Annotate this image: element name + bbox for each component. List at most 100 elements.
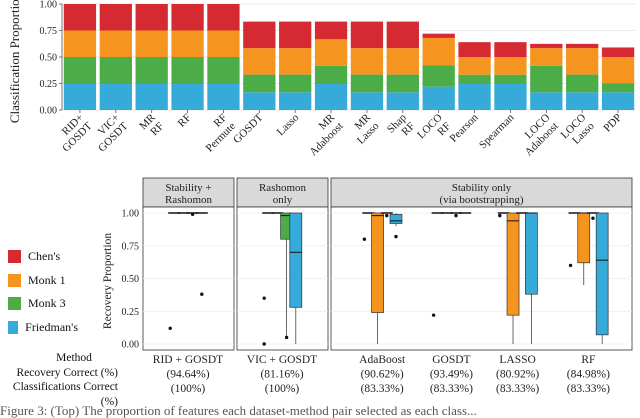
facet-strip xyxy=(236,177,329,208)
bar-monk3 xyxy=(601,83,635,93)
bar-friedman xyxy=(530,92,563,110)
facet-strip-label: Rashomon only xyxy=(259,182,307,206)
method-label: VIC + GOSDT xyxy=(247,354,317,366)
outlier-point xyxy=(200,292,204,296)
bar-monk1 xyxy=(63,30,97,57)
bottom-y-axis-label: Recovery Proportion xyxy=(102,233,114,329)
bar-chens xyxy=(350,21,384,49)
bar-friedman xyxy=(566,92,599,110)
bar-friedman xyxy=(171,83,204,110)
bar-monk3 xyxy=(422,65,455,87)
top-x-tick-label: MRLasso xyxy=(346,111,382,147)
top-x-tick-label: RFPermute xyxy=(195,112,238,155)
stacked-bar-chart: 0.000.250.500.751.00 RID+GOSDT VIC+GOSDT M… xyxy=(7,0,636,158)
box-friedman xyxy=(525,212,538,295)
facet-strip-label-line: only xyxy=(273,194,293,206)
recovery-value: (93.49%) xyxy=(430,369,473,381)
bar-monk3 xyxy=(314,65,348,84)
legend-swatch xyxy=(8,320,19,334)
bar-monk3 xyxy=(135,57,168,84)
facet-strip-label-line: Stability only xyxy=(452,182,512,194)
facet-strip-label-line: Rashomon xyxy=(259,182,307,194)
method-label: LASSO xyxy=(499,354,535,366)
outlier-point xyxy=(394,234,398,239)
bar-monk3 xyxy=(63,57,97,84)
bar-chens xyxy=(458,42,491,57)
box-friedman xyxy=(595,212,609,336)
bottom-y-tick-label: 0.50 xyxy=(122,274,140,285)
legend-label: Monk 3 xyxy=(28,296,66,311)
bottom-y-tick-label: 1.00 xyxy=(122,209,140,220)
top-y-tick-label: 0.25 xyxy=(40,79,58,90)
bar-chens xyxy=(566,43,599,49)
bar-monk3 xyxy=(279,74,312,93)
bar-monk3 xyxy=(243,74,276,93)
classifications-value: (100%) xyxy=(171,383,206,395)
outlier-point xyxy=(431,313,436,317)
bottom-y-tick-label: 0.00 xyxy=(122,340,140,351)
outlier-point xyxy=(262,296,266,300)
top-x-tick-label: Spearman xyxy=(477,111,517,151)
top-x-tick-label: RID+GOSDT xyxy=(52,111,95,154)
top-x-tick-label: LOCOLasso xyxy=(559,111,597,149)
top-x-tick-label-line: Spearman xyxy=(477,111,517,151)
bar-monk1 xyxy=(458,57,491,75)
bar-friedman xyxy=(135,83,168,110)
bar-monk1 xyxy=(314,39,348,66)
bar-chens xyxy=(135,4,168,31)
legend-item: Monk 3 xyxy=(8,292,78,316)
bar-monk3 xyxy=(207,57,240,84)
legend-label: Chen's xyxy=(28,249,61,264)
bar-monk1 xyxy=(243,48,276,75)
outlier-point xyxy=(284,335,289,340)
legend-item: Chen's xyxy=(8,245,78,269)
top-y-tick-label: 0.00 xyxy=(40,106,58,117)
classifications-value: (83.33%) xyxy=(361,383,404,395)
bar-chens xyxy=(279,21,312,49)
bar-friedman xyxy=(243,92,276,110)
recovery-value: (80.92%) xyxy=(496,369,539,381)
facet-strip-label-line: Rashomon xyxy=(165,194,213,206)
legend-label: Friedman's xyxy=(25,319,78,334)
top-x-tick-label: MRRF xyxy=(137,111,167,141)
classifications-value: (83.33%) xyxy=(567,383,610,395)
top-x-tick-label: LOCORF xyxy=(415,112,453,150)
outlier-point xyxy=(168,326,172,330)
bar-chens xyxy=(530,43,563,49)
bar-monk3 xyxy=(566,74,599,93)
bar-friedman xyxy=(458,83,491,110)
top-x-tick-label-line: PDP xyxy=(601,112,624,135)
bar-monk1 xyxy=(171,30,204,57)
figure-caption: Figure 3: (Top) The proportion of featur… xyxy=(0,404,477,418)
bar-monk1 xyxy=(99,30,132,57)
bar-monk1 xyxy=(566,48,599,75)
method-label: GOSDT xyxy=(432,354,470,366)
bar-monk3 xyxy=(386,74,419,93)
top-y-axis-label: Classification Proportion xyxy=(7,0,22,123)
top-x-tick-label: VIC+GOSDT xyxy=(88,111,131,154)
bar-monk1 xyxy=(530,48,563,66)
bar-monk1 xyxy=(494,57,527,75)
facet-strip-label: Stability only (via bootstrapping) xyxy=(439,182,523,206)
bar-friedman xyxy=(207,83,240,110)
top-x-tick-label-line: RF xyxy=(176,112,194,130)
top-x-tick-label: ShapRF xyxy=(385,111,418,144)
bar-chens xyxy=(314,21,348,40)
box-friedman xyxy=(289,212,303,308)
row-label-method: Method xyxy=(56,352,92,364)
recovery-value: (90.62%) xyxy=(361,369,404,381)
facet-strip-label-line: (via bootstrapping) xyxy=(439,194,523,206)
outlier-point xyxy=(498,213,502,218)
bar-friedman xyxy=(386,92,419,110)
legend-item: Monk 1 xyxy=(8,269,78,293)
bar-chens xyxy=(601,47,635,57)
bar-chens xyxy=(494,42,527,57)
bar-monk1 xyxy=(279,48,312,75)
top-x-tick-label: LOCOAdaboost xyxy=(514,112,561,159)
top-x-tick-label: PDP xyxy=(601,112,624,135)
recovery-value: (94.64%) xyxy=(166,369,209,381)
top-x-tick-label: Lasso xyxy=(275,111,302,138)
method-label: AdaBoost xyxy=(359,354,406,366)
bar-monk3 xyxy=(530,65,563,93)
